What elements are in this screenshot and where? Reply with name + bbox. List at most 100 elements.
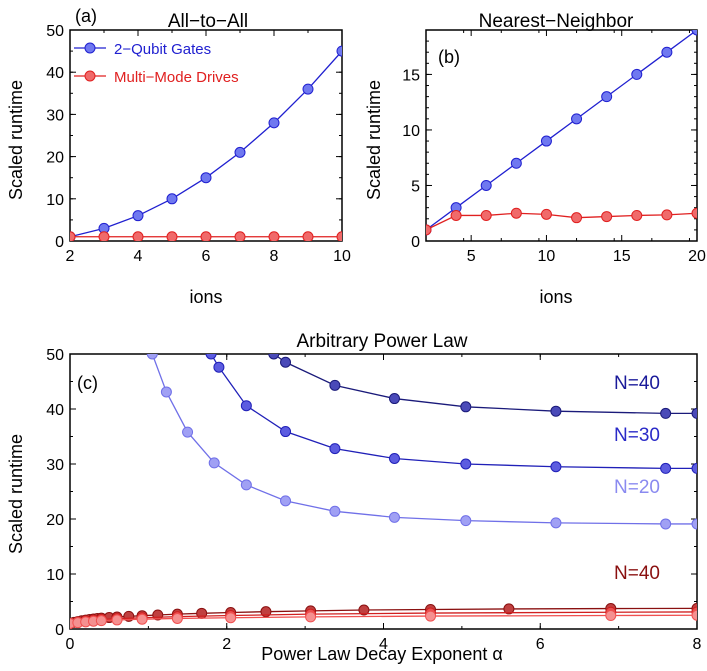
panel-c-data-point xyxy=(388,453,400,464)
panel-a-x-tick-label: 6 xyxy=(202,248,211,265)
panel-c-title: Arbitrary Power Law xyxy=(296,331,467,352)
panel-c-data-point xyxy=(205,354,217,360)
panel-c-data-point xyxy=(660,518,672,530)
panel-a-xlabel: ions xyxy=(189,287,222,307)
panel-c-x-tick-label: 0 xyxy=(66,636,75,653)
panel-b-x-tick-label: 15 xyxy=(613,248,631,265)
panel-a-data-point xyxy=(132,231,144,241)
panel-c-data-point xyxy=(605,610,617,622)
panel-c-data-point xyxy=(388,393,400,405)
panel-a-y-tick-label: 20 xyxy=(46,150,64,167)
panel-c-data-point xyxy=(460,401,472,413)
panel-b-data-point xyxy=(510,207,522,219)
panel-a-data-point xyxy=(98,231,110,241)
legend-marker-2qubit xyxy=(84,42,96,54)
panel-a-data-point xyxy=(336,231,342,241)
panel-b-y-tick-label: 0 xyxy=(411,234,420,251)
panel-a-x-tick-label: 4 xyxy=(134,248,143,265)
panel-b-data-point xyxy=(450,209,462,221)
panel-b-data-point xyxy=(480,179,492,191)
panel-c-data-point xyxy=(268,354,280,360)
panel-b-y-tick-label: 15 xyxy=(402,67,420,84)
annotation-n40-gates: N=40 xyxy=(614,373,660,394)
panel-b-ylabel: Scaled runtime xyxy=(364,80,384,200)
panel-b-data-point xyxy=(480,209,492,221)
panel-a-data-point xyxy=(200,172,212,184)
panel-b-series-0 xyxy=(426,30,697,236)
panel-c-label: (c) xyxy=(77,373,98,393)
panel-c-ylabel: Scaled runtime xyxy=(6,434,26,554)
panel-c-series-2 xyxy=(146,354,697,530)
panel-c-data-point xyxy=(329,505,341,517)
panel-c-y-tick-label: 40 xyxy=(46,402,64,419)
panel-c-data-point xyxy=(358,604,370,616)
panel-b-data-point xyxy=(631,68,643,80)
panel-c-y-tick-label: 30 xyxy=(46,457,64,474)
panel-a-data-point xyxy=(166,193,178,205)
panel-a-data-point xyxy=(70,231,76,241)
panel-c-series-0 xyxy=(268,354,697,419)
panel-a: All−to−All (a) Scaled runtime ions 2−Qub… xyxy=(6,6,351,307)
panel-c-data-point xyxy=(388,511,400,523)
panel-c-data-point xyxy=(171,612,183,624)
panel-a-data-point xyxy=(132,210,144,222)
panel-a-data-point xyxy=(200,231,212,241)
panel-b-data-point xyxy=(571,113,583,125)
panel-a-y-tick-label: 30 xyxy=(46,107,64,124)
panel-c-data-point xyxy=(691,462,697,474)
panel-c-data-point xyxy=(691,609,697,621)
panel-b-data-point xyxy=(540,208,552,220)
panel-a-data-point xyxy=(268,117,280,129)
panel-c-series-line xyxy=(151,354,697,525)
panel-a-data-point xyxy=(302,231,314,241)
panel-a-y-tick-label: 40 xyxy=(46,65,64,82)
panel-a-x-tick-label: 10 xyxy=(333,248,351,265)
panel-a-x-tick-label: 8 xyxy=(270,248,279,265)
panel-b-x-tick-label: 20 xyxy=(688,248,706,265)
panel-b-title: Nearest−Neighbor xyxy=(479,11,634,32)
panel-c-data-point xyxy=(240,400,252,412)
panel-c-x-tick-label: 2 xyxy=(222,636,231,653)
panel-a-series-0 xyxy=(70,45,342,241)
panel-a-title: All−to−All xyxy=(168,11,248,32)
panel-c-series-1 xyxy=(205,354,697,474)
panel-a-legend: 2−Qubit Gates Multi−Mode Drives xyxy=(74,41,239,86)
panel-a-data-point xyxy=(302,83,314,95)
panel-b-data-point xyxy=(631,209,643,221)
panel-b-data-point xyxy=(426,224,432,236)
panel-c-y-tick-label: 10 xyxy=(46,567,64,584)
legend-marker-multimode xyxy=(84,70,96,82)
panel-b-x-tick-label: 5 xyxy=(467,248,476,265)
panel-c-data-point xyxy=(425,610,437,622)
panel-a-label: (a) xyxy=(75,6,97,26)
panel-c-x-tick-label: 6 xyxy=(536,636,545,653)
panel-b-x-tick-label: 10 xyxy=(538,248,556,265)
panel-c-data-point xyxy=(160,386,172,398)
panel-c-data-point xyxy=(213,361,225,373)
panel-c-data-point xyxy=(550,461,562,473)
legend-label-multimode: Multi−Mode Drives xyxy=(114,69,239,86)
panel-c-data-point xyxy=(111,614,123,626)
panel-c-series-line xyxy=(273,354,697,415)
annotation-n20-gates: N=20 xyxy=(614,477,660,498)
panel-b-series-line xyxy=(426,30,697,231)
annotation-n40-drives: N=40 xyxy=(614,563,660,584)
panel-c-data-point xyxy=(460,515,472,527)
panel-c-data-point xyxy=(660,462,672,474)
legend-label-2qubit: 2−Qubit Gates xyxy=(114,41,211,58)
panel-c-data-point xyxy=(329,443,341,455)
panel-c-x-tick-label: 8 xyxy=(693,636,702,653)
panel-c-data-point xyxy=(691,407,697,419)
panel-c-data-point xyxy=(146,354,158,360)
panel-b-xlabel: ions xyxy=(539,287,572,307)
panel-b-data-point xyxy=(571,212,583,224)
panel-a-ylabel: Scaled runtime xyxy=(6,80,26,200)
panel-c-data-point xyxy=(136,613,148,625)
panel-a-frame xyxy=(69,29,343,242)
panel-a-y-tick-label: 50 xyxy=(46,23,64,40)
panel-c-data-point xyxy=(503,603,515,615)
panel-c-data-point xyxy=(280,356,292,368)
panel-b-data-point xyxy=(540,135,552,147)
panel-c: Arbitrary Power Law (c) Scaled runtime P… xyxy=(6,331,702,664)
